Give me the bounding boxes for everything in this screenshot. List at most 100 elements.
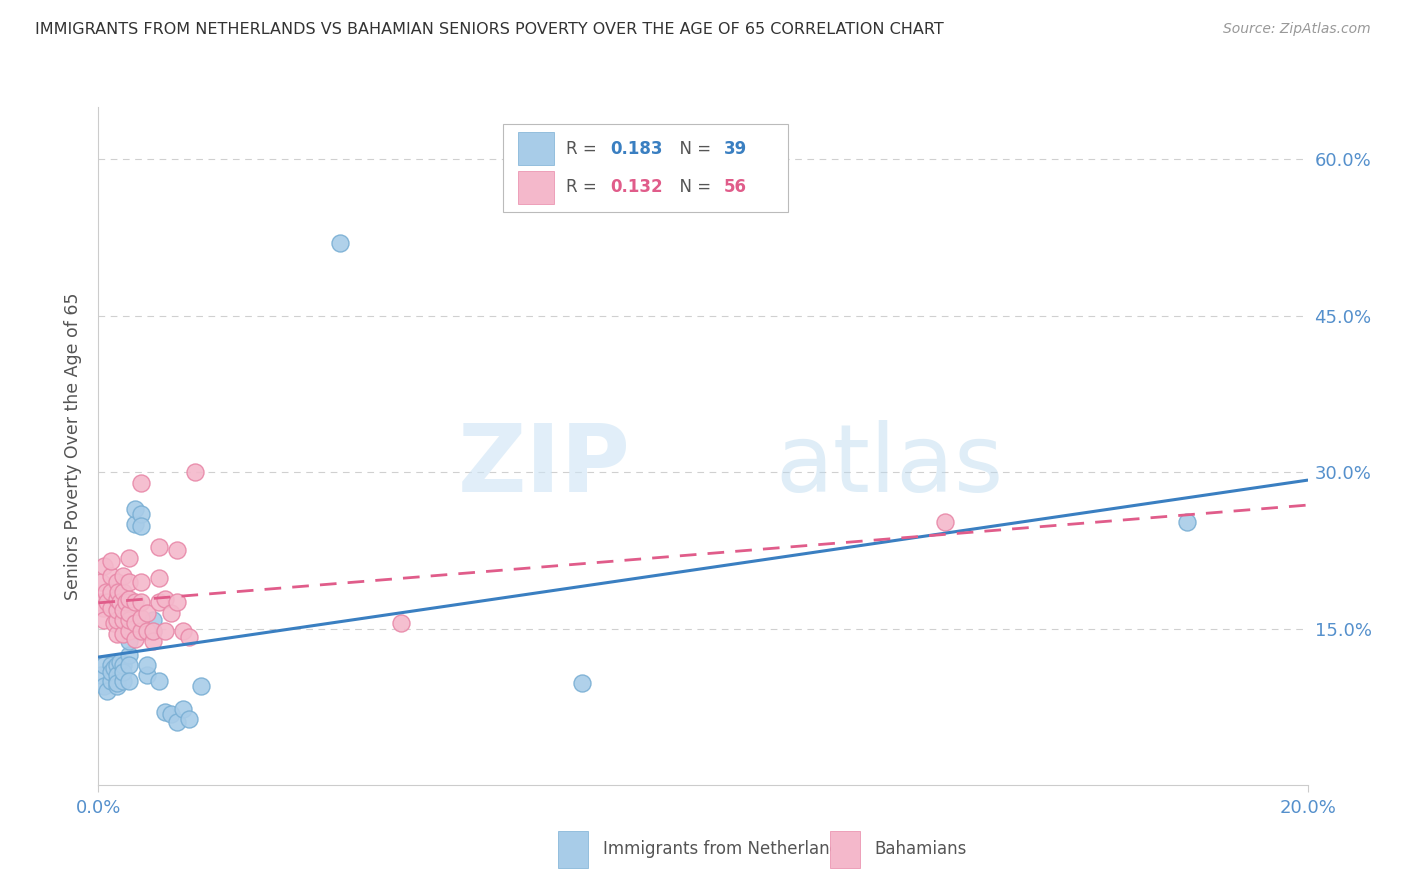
Point bbox=[124, 616, 146, 631]
Point bbox=[111, 665, 134, 680]
Point bbox=[111, 613, 134, 627]
Point bbox=[105, 613, 128, 627]
Point bbox=[148, 673, 170, 688]
Point bbox=[118, 613, 141, 627]
Point bbox=[148, 595, 170, 609]
Point bbox=[108, 655, 131, 669]
Point bbox=[129, 475, 152, 490]
Text: IMMIGRANTS FROM NETHERLANDS VS BAHAMIAN SENIORS POVERTY OVER THE AGE OF 65 CORRE: IMMIGRANTS FROM NETHERLANDS VS BAHAMIAN … bbox=[35, 22, 943, 37]
Point bbox=[166, 595, 188, 609]
Point bbox=[100, 673, 122, 688]
FancyBboxPatch shape bbox=[517, 171, 554, 203]
Point bbox=[142, 613, 165, 627]
Point bbox=[105, 574, 128, 589]
Text: 39: 39 bbox=[724, 140, 747, 158]
Point bbox=[108, 595, 131, 609]
Point bbox=[142, 634, 165, 648]
Point bbox=[91, 600, 114, 615]
Point bbox=[124, 595, 146, 609]
Point bbox=[124, 632, 146, 646]
Text: Bahamians: Bahamians bbox=[875, 840, 967, 858]
Text: R =: R = bbox=[567, 140, 602, 158]
Text: N =: N = bbox=[669, 140, 717, 158]
Point bbox=[100, 554, 122, 568]
Point bbox=[934, 515, 956, 529]
Point bbox=[153, 592, 176, 607]
Point bbox=[118, 574, 141, 589]
Point bbox=[105, 679, 128, 693]
Point bbox=[103, 661, 125, 675]
Point bbox=[329, 235, 352, 250]
Point bbox=[111, 603, 134, 617]
Text: 0.132: 0.132 bbox=[610, 178, 662, 196]
Point bbox=[129, 595, 152, 609]
Point bbox=[93, 613, 115, 627]
Point bbox=[129, 574, 152, 589]
Text: ZIP: ZIP bbox=[457, 420, 630, 512]
Point bbox=[148, 571, 170, 585]
Point bbox=[135, 668, 157, 682]
Point bbox=[172, 702, 194, 716]
Point bbox=[93, 558, 115, 573]
Point bbox=[135, 658, 157, 673]
Point bbox=[111, 585, 134, 599]
Point bbox=[93, 658, 115, 673]
Text: R =: R = bbox=[567, 178, 602, 196]
Point bbox=[96, 595, 118, 609]
Point bbox=[190, 679, 212, 693]
Point bbox=[166, 543, 188, 558]
Point bbox=[100, 665, 122, 680]
Point bbox=[105, 673, 128, 688]
Text: 0.183: 0.183 bbox=[610, 140, 662, 158]
Point bbox=[118, 592, 141, 607]
Point bbox=[105, 626, 128, 640]
Point bbox=[111, 673, 134, 688]
Point bbox=[93, 679, 115, 693]
Point bbox=[118, 658, 141, 673]
Point bbox=[105, 603, 128, 617]
Point bbox=[100, 600, 122, 615]
Point bbox=[118, 624, 141, 638]
Point bbox=[118, 673, 141, 688]
Text: N =: N = bbox=[669, 178, 717, 196]
Point bbox=[389, 616, 412, 631]
Point bbox=[172, 624, 194, 638]
Point bbox=[124, 501, 146, 516]
Point bbox=[153, 705, 176, 719]
Point bbox=[118, 606, 141, 620]
Point bbox=[142, 624, 165, 638]
Point bbox=[103, 616, 125, 631]
Point bbox=[153, 624, 176, 638]
Point bbox=[129, 611, 152, 625]
Text: Immigrants from Netherlands: Immigrants from Netherlands bbox=[603, 840, 848, 858]
Point bbox=[105, 658, 128, 673]
Point bbox=[124, 517, 146, 532]
Text: atlas: atlas bbox=[776, 420, 1004, 512]
FancyBboxPatch shape bbox=[517, 132, 554, 165]
Point bbox=[129, 624, 152, 638]
Point bbox=[96, 684, 118, 698]
Point bbox=[89, 595, 111, 609]
Point bbox=[107, 585, 129, 599]
Point bbox=[135, 606, 157, 620]
Point bbox=[100, 658, 122, 673]
Point bbox=[129, 507, 152, 521]
Point bbox=[160, 706, 183, 721]
Point bbox=[118, 634, 141, 648]
Point bbox=[135, 624, 157, 638]
Point bbox=[166, 715, 188, 730]
Point bbox=[105, 675, 128, 690]
FancyBboxPatch shape bbox=[558, 830, 588, 868]
Text: 56: 56 bbox=[724, 178, 747, 196]
Point bbox=[90, 574, 112, 589]
Point bbox=[111, 626, 134, 640]
Point bbox=[184, 465, 207, 479]
Point bbox=[105, 668, 128, 682]
Y-axis label: Seniors Poverty Over the Age of 65: Seniors Poverty Over the Age of 65 bbox=[65, 293, 83, 599]
Point bbox=[179, 712, 201, 726]
Point bbox=[100, 569, 122, 583]
Point bbox=[90, 668, 112, 682]
Point bbox=[118, 648, 141, 662]
FancyBboxPatch shape bbox=[503, 124, 787, 212]
Point bbox=[94, 585, 117, 599]
